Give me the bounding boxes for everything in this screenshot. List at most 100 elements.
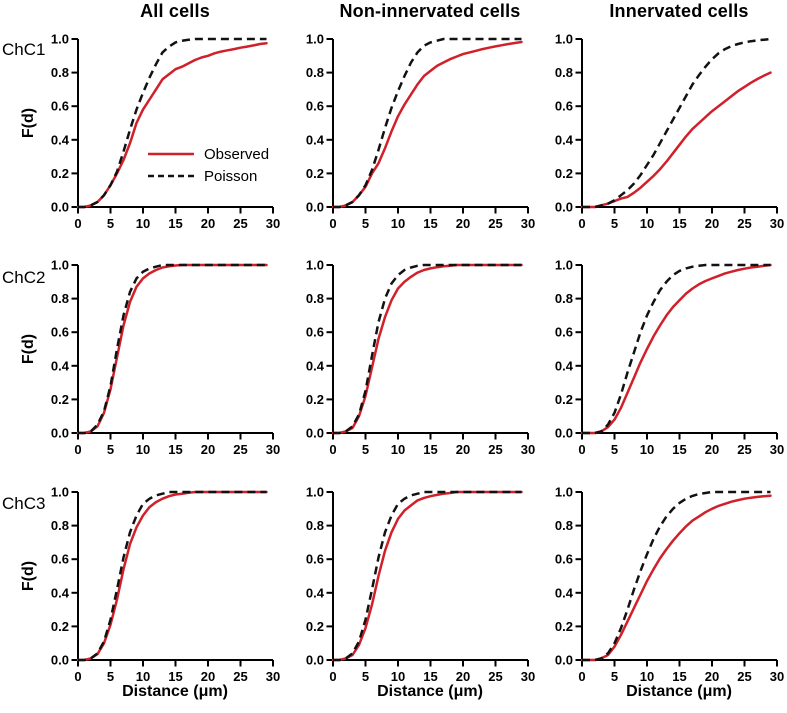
y-tick-label: 0.0 [306,200,324,215]
x-tick-label: 30 [521,669,535,684]
x-tick-label: 10 [391,669,405,684]
x-tick-label: 0 [74,216,81,231]
y-tick-label: 0.6 [555,552,573,567]
panel-chc1-innervated-cells: 0.0 0.2 0.4 0.6 0.8 1.0 0 5 10 15 20 25 30 [555,32,784,232]
y-tick-label: 0.6 [51,99,69,114]
x-tick-label: 20 [201,669,215,684]
x-tick-label: 20 [456,442,470,457]
x-tick-label: 10 [391,442,405,457]
column-title-all-cells: All cells [140,1,210,21]
x-tick-label: 20 [201,442,215,457]
y-tick-label: 0.8 [306,291,324,306]
y-tick-label: 0.0 [306,426,324,441]
y-tick-label: 0.6 [51,552,69,567]
x-tick-label: 0 [329,669,336,684]
y-tick-label: 0.4 [306,358,325,373]
observed-curve [580,263,772,435]
panel-chc2-innervated-cells: 0.0 0.2 0.4 0.6 0.8 1.0 0 5 10 15 20 25 30 [555,258,784,458]
axis-frame [581,492,777,661]
x-tick-label: 25 [233,216,247,231]
x-tick-label: 15 [672,216,686,231]
y-tick-label: 0.4 [51,132,70,147]
x-tick-label: 0 [578,669,585,684]
y-axis-label-row2: F(d) [20,333,37,365]
poisson-curve [78,37,267,209]
y-tick-label: 1.0 [555,258,573,273]
y-tick-label: 0.4 [306,132,325,147]
poisson-line-sample-icon [148,174,194,178]
observed-curve [580,71,772,209]
x-tick-label: 0 [329,442,336,457]
x-tick-label: 25 [488,442,502,457]
x-tick-label: 5 [362,442,369,457]
row-label-chc3: ChC3 [2,494,46,513]
x-tick-label: 5 [107,669,114,684]
x-tick-label: 10 [640,669,654,684]
x-tick-label: 5 [611,442,618,457]
x-tick-label: 25 [737,442,751,457]
y-tick-label: 0.4 [555,132,574,147]
y-tick-label: 0.2 [51,619,69,634]
panel-chc3-non-innervated-cells: 0.0 0.2 0.4 0.6 0.8 1.0 0 5 10 15 20 25 30 [306,485,535,685]
y-tick-label: 0.6 [306,325,324,340]
y-tick-label: 0.2 [51,166,69,181]
y-tick-label: 0.0 [306,653,324,668]
x-tick-label: 20 [705,669,719,684]
poisson-curve [582,490,771,662]
x-tick-label: 5 [611,669,618,684]
y-tick-label: 0.2 [306,619,324,634]
x-tick-label: 25 [737,216,751,231]
x-tick-label: 25 [233,669,247,684]
observed-curve [331,40,523,209]
x-tick-label: 25 [737,669,751,684]
y-tick-label: 0.6 [306,552,324,567]
y-tick-label: 0.8 [51,518,69,533]
y-tick-label: 0.0 [555,426,573,441]
y-tick-label: 0.2 [555,619,573,634]
panel-chc2-all-cells: 0.0 0.2 0.4 0.6 0.8 1.0 0 5 10 15 20 25 30 [51,258,280,458]
x-tick-label: 30 [266,216,280,231]
y-axis-label-row3: F(d) [20,560,37,592]
x-tick-label: 0 [329,216,336,231]
x-tick-label: 10 [136,442,150,457]
x-tick-label: 0 [74,442,81,457]
x-tick-label: 5 [107,442,114,457]
x-tick-label: 30 [770,216,784,231]
y-tick-label: 0.2 [555,166,573,181]
x-tick-label: 5 [362,669,369,684]
x-tick-label: 15 [672,669,686,684]
x-tick-label: 10 [640,216,654,231]
y-tick-label: 0.2 [51,392,69,407]
x-tick-label: 5 [107,216,114,231]
row-label-chc1: ChC1 [2,40,46,59]
panel-chc2-non-innervated-cells: 0.0 0.2 0.4 0.6 0.8 1.0 0 5 10 15 20 25 30 [306,258,535,458]
x-tick-label: 20 [201,216,215,231]
poisson-curve [333,37,522,209]
poisson-curve [78,263,267,435]
x-tick-label: 20 [705,442,719,457]
x-tick-label: 20 [456,216,470,231]
y-tick-label: 0.6 [555,99,573,114]
y-tick-label: 0.4 [306,585,325,600]
axis-frame [332,39,528,208]
x-tick-label: 30 [266,442,280,457]
column-title-non-innervated-cells: Non-innervated cells [339,1,521,21]
x-tick-label: 15 [672,442,686,457]
x-tick-label: 5 [611,216,618,231]
y-tick-label: 0.8 [555,65,573,80]
legend-label-poisson: Poisson [204,167,258,185]
y-tick-label: 0.4 [555,358,574,373]
x-tick-label: 0 [578,442,585,457]
x-tick-label: 30 [770,442,784,457]
y-tick-label: 0.8 [555,518,573,533]
y-tick-label: 0.0 [555,653,573,668]
y-tick-label: 1.0 [306,32,324,47]
y-tick-label: 0.0 [51,426,69,441]
y-tick-label: 1.0 [51,485,69,500]
y-tick-label: 0.8 [306,518,324,533]
panel-chc3-all-cells: 0.0 0.2 0.4 0.6 0.8 1.0 0 5 10 15 20 25 30 [51,485,280,685]
x-tick-label: 20 [705,216,719,231]
axis-frame [581,39,777,208]
y-tick-label: 0.4 [51,585,70,600]
x-tick-label: 20 [456,669,470,684]
